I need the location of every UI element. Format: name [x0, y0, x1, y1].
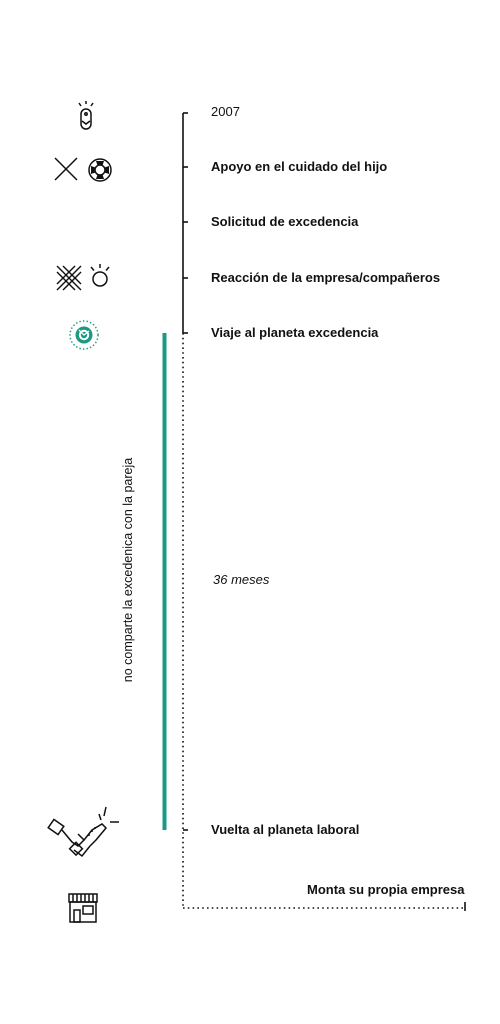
handshake-icon: [47, 806, 119, 858]
crosshatch-icon: [56, 265, 82, 291]
lightbulb-icon: [90, 264, 110, 287]
baby-icon: [78, 101, 94, 130]
lifebuoy-icon: [88, 158, 112, 182]
event-label: Reacción de la empresa/compañeros: [211, 270, 441, 285]
cross-icon: [54, 157, 78, 181]
end-label: Monta su propia empresa: [307, 882, 465, 897]
duration-bar: [162, 333, 167, 830]
event-label: Apoyo en el cuidado del hijo: [211, 159, 388, 174]
side-label: no comparte la excedenica con la pareja: [121, 457, 135, 683]
start-year: 2007: [211, 104, 240, 119]
duration-label: 36 meses: [213, 572, 270, 587]
event-label: Viaje al planeta excedencia: [211, 325, 379, 340]
shop-icon: [68, 893, 98, 923]
planet-icon: [69, 320, 99, 350]
event-label: Vuelta al planeta laboral: [211, 822, 360, 837]
event-label: Solicitud de excedencia: [211, 214, 359, 229]
